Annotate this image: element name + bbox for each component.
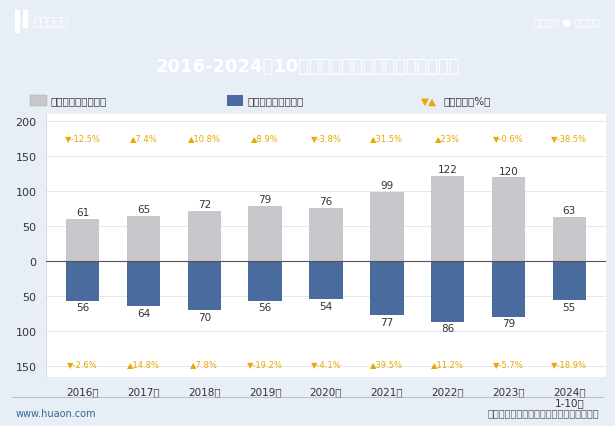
Bar <box>127 216 160 262</box>
Bar <box>248 262 282 301</box>
Text: ▲39.5%: ▲39.5% <box>370 360 403 368</box>
Text: 72: 72 <box>197 200 211 210</box>
Bar <box>492 262 525 317</box>
Text: ▼-2.6%: ▼-2.6% <box>67 360 98 368</box>
Text: 2016-2024年10月江西省外商投资企业进、出口额: 2016-2024年10月江西省外商投资企业进、出口额 <box>155 58 460 76</box>
Text: ▼▲: ▼▲ <box>421 96 437 106</box>
Text: ▼-3.8%: ▼-3.8% <box>311 134 341 143</box>
Text: 99: 99 <box>380 181 394 191</box>
Bar <box>248 207 282 262</box>
Text: 54: 54 <box>319 301 333 311</box>
Text: ▲31.5%: ▲31.5% <box>370 134 403 143</box>
Bar <box>66 262 100 301</box>
Bar <box>370 193 403 262</box>
Text: ▼-5.7%: ▼-5.7% <box>493 360 524 368</box>
Bar <box>552 218 586 262</box>
Text: ▲10.8%: ▲10.8% <box>188 134 221 143</box>
Bar <box>127 262 160 306</box>
Text: 出口总额（亿美元）: 出口总额（亿美元） <box>50 96 107 106</box>
Text: ▼-38.5%: ▼-38.5% <box>551 134 587 143</box>
Bar <box>30 95 47 107</box>
Text: 64: 64 <box>137 308 150 318</box>
Text: 86: 86 <box>441 324 454 334</box>
Text: 76: 76 <box>319 197 333 207</box>
Text: ▲23%: ▲23% <box>435 134 460 143</box>
Text: 79: 79 <box>258 195 272 205</box>
Text: ▼-4.1%: ▼-4.1% <box>311 360 341 368</box>
Text: 55: 55 <box>563 302 576 312</box>
Text: 56: 56 <box>76 302 89 313</box>
Text: 56: 56 <box>258 302 272 313</box>
Bar <box>370 262 403 316</box>
Text: 65: 65 <box>137 204 150 215</box>
Text: 专业严谨 ● 客观科学: 专业严谨 ● 客观科学 <box>534 17 600 27</box>
Text: 华经情报网: 华经情报网 <box>34 16 69 29</box>
Bar <box>309 262 343 299</box>
Text: 79: 79 <box>502 319 515 328</box>
Text: 63: 63 <box>563 206 576 216</box>
Bar <box>188 262 221 311</box>
Bar <box>431 176 464 262</box>
Text: ▼-0.6%: ▼-0.6% <box>493 134 524 143</box>
Text: ▲8.9%: ▲8.9% <box>252 134 279 143</box>
Text: www.huaon.com: www.huaon.com <box>15 408 96 417</box>
Text: ▼-18.9%: ▼-18.9% <box>551 360 587 368</box>
Bar <box>66 219 100 262</box>
Text: ▲7.8%: ▲7.8% <box>191 360 218 368</box>
Text: ▼-19.2%: ▼-19.2% <box>247 360 283 368</box>
Text: ▲11.2%: ▲11.2% <box>431 360 464 368</box>
Text: ▲14.8%: ▲14.8% <box>127 360 160 368</box>
Text: 进口总额（亿美元）: 进口总额（亿美元） <box>247 96 303 106</box>
Text: ▲7.4%: ▲7.4% <box>130 134 157 143</box>
Bar <box>23 11 28 29</box>
Text: 数据来源：中国海关，华经产业研究院整理: 数据来源：中国海关，华经产业研究院整理 <box>488 408 600 417</box>
Bar <box>492 178 525 262</box>
Text: 70: 70 <box>198 312 211 322</box>
Bar <box>309 209 343 262</box>
Text: 122: 122 <box>438 165 458 175</box>
Text: 77: 77 <box>380 317 394 327</box>
Text: 61: 61 <box>76 207 89 217</box>
Bar <box>15 11 20 34</box>
Text: 同比增速（%）: 同比增速（%） <box>444 96 491 106</box>
Text: ▼-12.5%: ▼-12.5% <box>65 134 101 143</box>
Bar <box>188 211 221 262</box>
Text: 120: 120 <box>499 166 518 176</box>
Bar <box>227 95 243 107</box>
Bar <box>431 262 464 322</box>
Bar <box>552 262 586 300</box>
